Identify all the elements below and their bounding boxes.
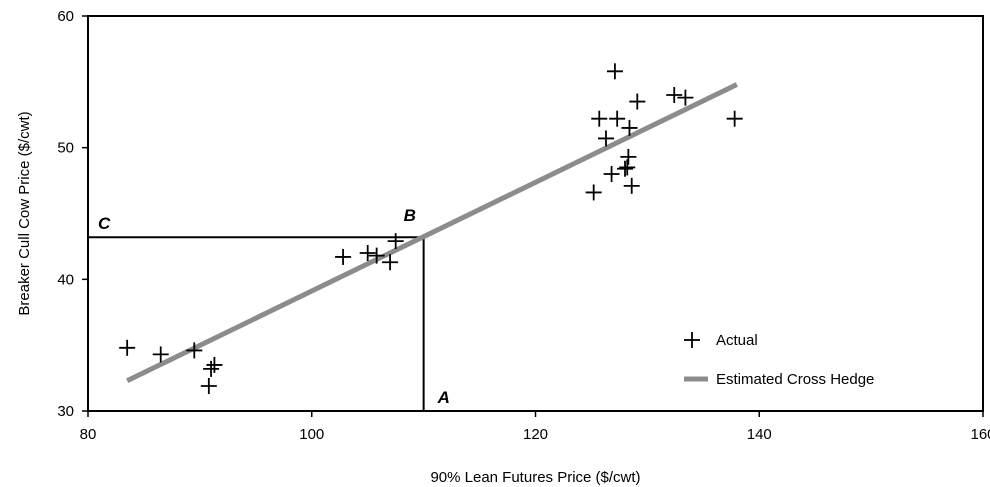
data-point <box>368 247 385 264</box>
regression-layer <box>126 82 738 383</box>
data-point <box>359 245 376 261</box>
data-point <box>623 177 640 194</box>
data-point <box>621 119 638 136</box>
data-point <box>585 184 602 201</box>
legend-label-actual: Actual <box>716 332 758 349</box>
data-point <box>726 110 743 127</box>
data-point <box>335 248 352 265</box>
guide-layer <box>88 236 425 411</box>
y-tick-label: 40 <box>57 271 74 288</box>
y-tick-label: 60 <box>57 8 74 25</box>
data-point <box>603 166 620 182</box>
legend-label-cross-hedge: Estimated Cross Hedge <box>716 371 874 388</box>
data-point <box>619 159 636 176</box>
x-axis-label: 90% Lean Futures Price ($/cwt) <box>430 469 640 486</box>
x-tick-label: 140 <box>747 426 772 443</box>
data-point <box>119 339 136 356</box>
data-point <box>387 233 404 250</box>
annotation-b: B <box>404 206 416 225</box>
data-point <box>203 360 220 377</box>
data-point <box>200 377 217 394</box>
data-point <box>629 93 646 110</box>
legend: Actual Estimated Cross Hedge <box>684 332 874 388</box>
y-tick-label: 30 <box>57 403 74 420</box>
data-point <box>152 346 169 363</box>
data-point <box>606 63 623 80</box>
data-point <box>666 87 683 103</box>
data-point <box>609 110 626 127</box>
x-tick-label: 160 <box>970 426 990 443</box>
estimated-cross-hedge-line <box>126 82 738 383</box>
marker-layer <box>119 63 743 394</box>
annotation-a: A <box>437 388 450 407</box>
x-tick-label: 80 <box>80 426 97 443</box>
data-point <box>677 89 694 106</box>
y-axis-label: Breaker Cull Cow Price ($/cwt) <box>16 111 33 315</box>
annotation-c: C <box>98 214 111 233</box>
data-point <box>620 148 637 165</box>
data-point <box>206 356 223 373</box>
legend-marker-actual <box>684 332 700 348</box>
y-tick-label: 50 <box>57 140 74 157</box>
label-layer: A B C <box>98 206 450 407</box>
x-tick-label: 100 <box>299 426 324 443</box>
data-point <box>186 342 203 359</box>
data-point <box>597 130 614 147</box>
axes-layer: 80 100 120 140 160 30 40 50 60 90% Lean Futures P… <box>16 8 990 486</box>
data-point <box>382 254 399 271</box>
plot-frame <box>87 15 984 412</box>
data-point <box>617 160 633 177</box>
data-point <box>591 110 608 127</box>
x-tick-label: 120 <box>523 426 548 443</box>
